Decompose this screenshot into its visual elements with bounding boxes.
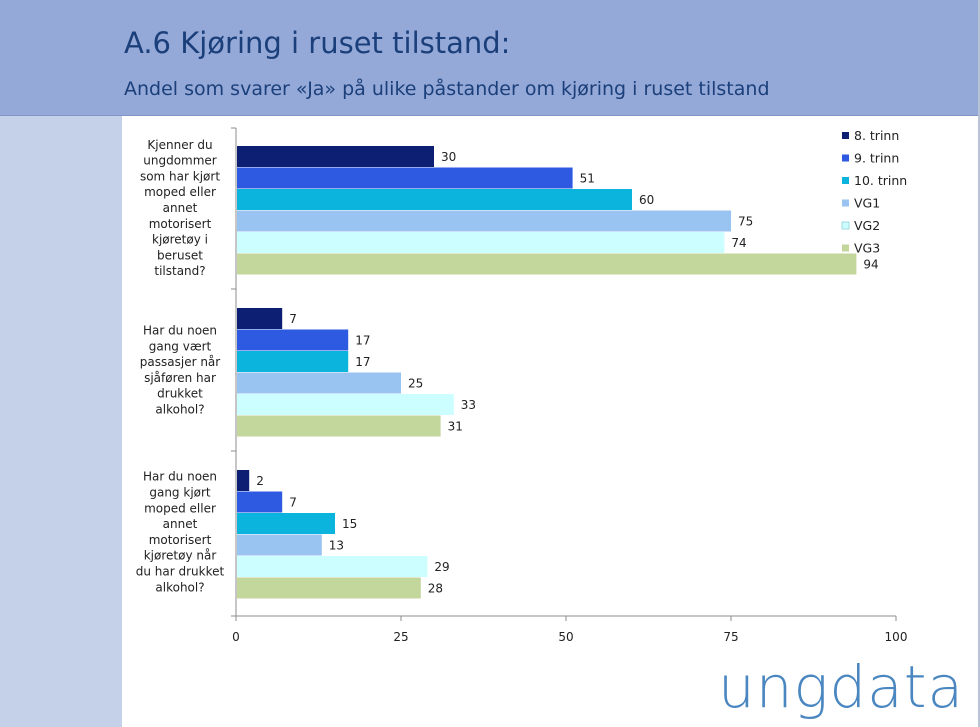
bar-4-0 — [237, 232, 725, 253]
bar-3-1 — [237, 372, 401, 394]
data-label-5-0: 94 — [863, 258, 878, 272]
category-label-0: Kjenner du ungdommer som har kjørt moped el… — [140, 138, 220, 278]
bar-2-0 — [237, 189, 632, 210]
bar-3-0 — [237, 210, 731, 232]
data-label-3-1: 25 — [408, 377, 423, 391]
bar-2-2 — [237, 513, 335, 534]
legend-label-2: 10. trinn — [854, 173, 907, 188]
bar-1-1 — [237, 329, 349, 351]
page-subtitle: Andel som svarer «Ja» på ulike påstander… — [124, 78, 770, 100]
bar-4-2 — [237, 556, 428, 577]
x-tick-label-100: 100 — [885, 630, 908, 644]
bar-1-2 — [237, 491, 283, 513]
data-label-4-2: 29 — [434, 560, 449, 574]
ungdata-logo: ungdata — [718, 653, 964, 721]
legend-label-3: VG1 — [854, 196, 880, 211]
legend-label-4: VG2 — [854, 218, 880, 233]
legend-label-1: 9. trinn — [854, 151, 899, 166]
bar-0-1 — [237, 308, 283, 329]
bar-5-0 — [237, 253, 857, 275]
legend-swatch-5 — [842, 244, 849, 252]
data-label-1-0: 51 — [580, 172, 595, 186]
bar-2-1 — [237, 351, 349, 372]
bar-3-2 — [237, 534, 322, 556]
right-frame-edge — [978, 0, 980, 727]
legend-swatch-2 — [842, 177, 849, 184]
bar-0-2 — [237, 470, 250, 491]
bar-chart: 0 25 50 75 100 30 7 2 51 17 7 60 17 15 75 25 13 74 33 29 94 3… — [136, 127, 908, 644]
data-label-3-0: 75 — [738, 215, 753, 229]
category-label-2: Har du noen gang kjørt moped eller annet mot… — [136, 470, 225, 595]
legend-swatch-1 — [842, 154, 849, 162]
bar-5-2 — [237, 577, 421, 599]
legend-swatch-3 — [842, 199, 849, 207]
legend-label-5: VG3 — [854, 241, 880, 256]
data-label-3-2: 13 — [329, 539, 344, 553]
x-tick-label-25: 25 — [393, 630, 408, 644]
data-label-0-0: 30 — [441, 150, 456, 164]
data-label-2-2: 15 — [342, 517, 357, 531]
bar-4-1 — [237, 394, 454, 415]
bar-0-0 — [237, 146, 434, 167]
x-tick-label-50: 50 — [558, 630, 573, 644]
header-band: A.6 Kjøring i ruset tilstand: Andel som … — [0, 0, 980, 116]
data-label-1-2: 7 — [289, 496, 297, 510]
data-label-5-2: 28 — [428, 582, 443, 596]
data-label-2-0: 60 — [639, 193, 654, 207]
data-label-2-1: 17 — [355, 355, 370, 369]
x-tick-label-75: 75 — [723, 630, 738, 644]
legend-swatch-4 — [841, 221, 850, 230]
category-label-1: Har du noen gang vært passasjer når sjåføre… — [140, 324, 221, 417]
x-tick-label-0: 0 — [232, 630, 240, 644]
data-label-0-2: 2 — [256, 474, 264, 488]
legend-label-0: 8. trinn — [854, 128, 899, 143]
left-sidebar-band — [0, 116, 122, 727]
data-label-4-1: 33 — [461, 398, 476, 412]
legend-swatch-0 — [842, 132, 849, 139]
data-label-4-0: 74 — [731, 236, 746, 250]
data-label-5-1: 31 — [448, 420, 463, 434]
data-label-0-1: 7 — [289, 312, 297, 326]
page-title: A.6 Kjøring i ruset tilstand: — [124, 26, 511, 60]
bar-5-1 — [237, 415, 441, 437]
bar-1-0 — [237, 167, 573, 189]
data-label-1-1: 17 — [355, 334, 370, 348]
